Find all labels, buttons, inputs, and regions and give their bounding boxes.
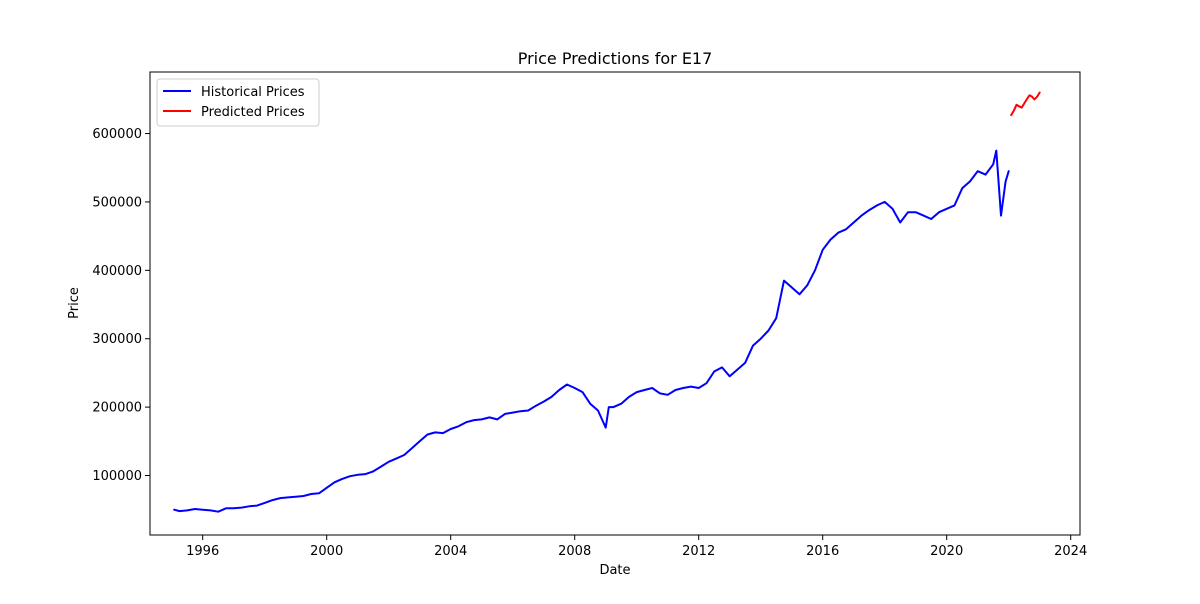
- series-line-predicted-prices: [1010, 91, 1041, 117]
- axes-frame: [149, 71, 1081, 536]
- y-tick-label: 600000: [92, 127, 142, 142]
- x-tick-label: 1996: [186, 544, 219, 559]
- x-tick-label: 2020: [930, 544, 963, 559]
- legend: Historical Prices Predicted Prices: [156, 78, 320, 127]
- x-tick-label: 2004: [434, 544, 467, 559]
- y-tick-label: 200000: [92, 401, 142, 416]
- x-tick-label: 2012: [682, 544, 715, 559]
- legend-historical-label: Historical Prices: [201, 85, 305, 100]
- series-lines: [173, 91, 1041, 513]
- axis-ticks: 1996 2000 2004 2008 2012 2016 2020 2024 100000 20…: [92, 127, 1087, 559]
- legend-box: [156, 78, 320, 127]
- x-tick-label: 2008: [558, 544, 591, 559]
- y-axis-label: Price: [67, 287, 82, 319]
- x-axis-label: Date: [599, 563, 630, 578]
- y-tick-label: 400000: [92, 264, 142, 279]
- y-tick-label: 300000: [92, 332, 142, 347]
- plot-area: [150, 72, 1080, 535]
- legend-predicted-label: Predicted Prices: [201, 105, 305, 120]
- chart-title: Price Predictions for E17: [518, 49, 713, 68]
- x-tick-label: 2000: [310, 544, 343, 559]
- x-tick-label: 2016: [806, 544, 839, 559]
- y-tick-label: 100000: [92, 469, 142, 484]
- series-line-historical-prices: [173, 149, 1010, 513]
- x-tick-label: 2024: [1054, 544, 1087, 559]
- y-tick-label: 500000: [92, 195, 142, 210]
